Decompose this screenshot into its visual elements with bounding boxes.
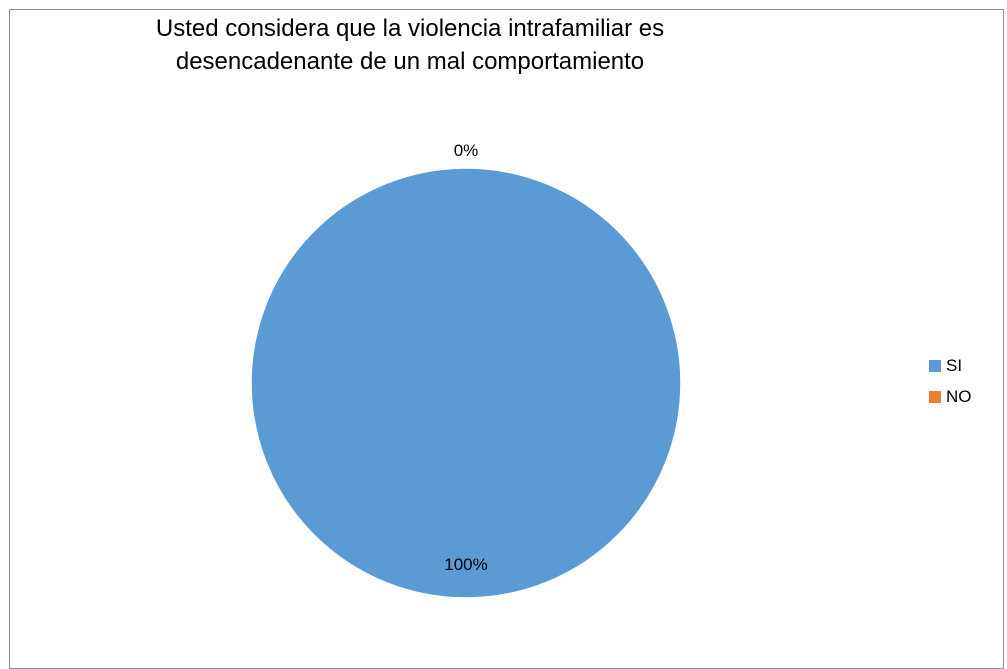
legend-label-si: SI	[946, 355, 963, 375]
legend-item-si: SI	[929, 350, 972, 381]
legend-item-no: NO	[929, 381, 972, 412]
pie-slices	[250, 167, 682, 599]
legend: SI NO	[929, 350, 972, 412]
legend-swatch-no	[929, 390, 941, 403]
chart-title: Usted considera que la violencia intrafa…	[60, 12, 760, 78]
data-label-no: 0%	[454, 141, 479, 160]
pie-slice-si	[250, 167, 682, 599]
legend-label-no: NO	[946, 386, 972, 406]
legend-swatch-si	[929, 359, 941, 372]
data-label-si: 100%	[444, 555, 487, 574]
pie-chart: 100% 0%	[250, 141, 682, 599]
chart-title-line-2: desencadenante de un mal comportamiento	[175, 48, 645, 75]
chart-title-line-1: Usted considera que la violencia intrafa…	[155, 15, 665, 42]
